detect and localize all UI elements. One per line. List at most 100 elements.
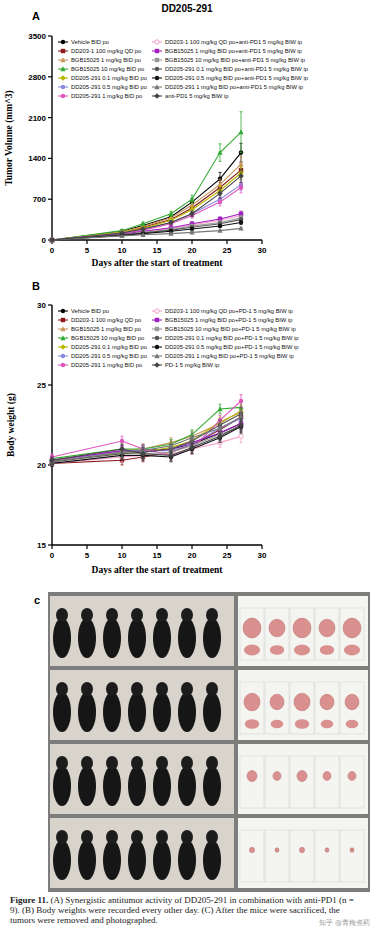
panel-label: B bbox=[32, 280, 40, 292]
series-line bbox=[52, 417, 241, 463]
mouse-body bbox=[128, 692, 146, 732]
marker bbox=[218, 224, 222, 228]
legend-label: BGB15025 1 mg/kg BID po bbox=[71, 326, 141, 332]
tumor bbox=[245, 719, 259, 729]
error-line bbox=[122, 455, 123, 465]
error-cap bbox=[219, 185, 222, 186]
error-bar bbox=[219, 415, 222, 425]
marker bbox=[239, 185, 243, 189]
marker bbox=[140, 226, 146, 232]
photo bbox=[48, 592, 370, 892]
error-cap bbox=[142, 460, 145, 461]
marker bbox=[217, 406, 222, 411]
marker bbox=[49, 237, 55, 243]
marker bbox=[155, 345, 159, 349]
marker bbox=[189, 445, 195, 451]
board-grid bbox=[290, 756, 314, 808]
x-tick bbox=[156, 240, 157, 244]
error-cap bbox=[219, 404, 222, 405]
tumor bbox=[300, 847, 305, 853]
board-grid bbox=[315, 830, 339, 882]
error-cap bbox=[51, 463, 54, 464]
error-cap bbox=[170, 450, 173, 451]
error-bar bbox=[121, 455, 124, 465]
mouse-head bbox=[181, 756, 193, 770]
error-cap bbox=[219, 188, 222, 189]
mouse-head bbox=[56, 756, 68, 770]
mouse-body bbox=[53, 692, 71, 732]
error-cap bbox=[51, 463, 54, 464]
marker bbox=[61, 318, 65, 322]
board-grid bbox=[265, 830, 289, 882]
tumor bbox=[294, 645, 310, 656]
error-cap bbox=[191, 453, 194, 454]
x-tick bbox=[191, 240, 192, 244]
mouse-head bbox=[156, 830, 168, 844]
marker bbox=[140, 221, 145, 226]
y-tick-label: 0 bbox=[42, 236, 47, 245]
marker bbox=[168, 231, 173, 236]
x-tick-label: 30 bbox=[258, 246, 267, 255]
y-axis bbox=[51, 305, 52, 545]
error-cap bbox=[219, 423, 222, 424]
legend: Vehicle BID poDD203-1 100 mg/kg QD poBGB… bbox=[58, 39, 308, 99]
error-cap bbox=[51, 465, 54, 466]
error-cap bbox=[51, 463, 54, 464]
panel-label: c bbox=[34, 594, 40, 606]
error-cap bbox=[142, 445, 145, 446]
tumor bbox=[319, 619, 335, 637]
photo-paper bbox=[50, 670, 234, 740]
error-cap bbox=[219, 420, 222, 421]
x-tick bbox=[51, 545, 52, 549]
board-grid bbox=[240, 756, 264, 808]
photo-paper bbox=[50, 744, 234, 814]
y-tick bbox=[48, 76, 52, 77]
tumor bbox=[344, 645, 360, 656]
marker bbox=[155, 336, 159, 340]
error-cap bbox=[170, 450, 173, 451]
y-tick bbox=[48, 199, 52, 200]
legend-label: Vehicle BID po bbox=[71, 39, 109, 45]
legend-label: DD205-291 0.5 mg/kg BID po+anti-PD1 5 mg… bbox=[165, 75, 308, 81]
legend-label: DD205-291 1 mg/kg BID po bbox=[71, 93, 142, 99]
legend-label: BGB15025 10 mg/kg BID po+anti-PD1 5 mg/k… bbox=[165, 57, 305, 63]
marker bbox=[168, 211, 173, 216]
error-cap bbox=[219, 161, 222, 162]
error-cap bbox=[142, 461, 145, 462]
legend-label: DD203-1 100 mg/kg QD po+PD-1 5 mg/kg BIW… bbox=[165, 308, 293, 314]
mouse-body bbox=[103, 840, 121, 880]
error-cap bbox=[191, 433, 194, 434]
x-tick-label: 30 bbox=[258, 551, 267, 560]
error-cap bbox=[240, 418, 243, 419]
board-grid bbox=[315, 756, 339, 808]
x-tick-label: 25 bbox=[223, 246, 232, 255]
error-cap bbox=[170, 439, 173, 440]
error-bar bbox=[240, 430, 243, 443]
board bbox=[238, 818, 368, 888]
error-cap bbox=[170, 461, 173, 462]
x-tick bbox=[86, 545, 87, 549]
mouse-head bbox=[81, 682, 93, 696]
mouse-head bbox=[56, 682, 68, 696]
mouse-body bbox=[178, 840, 196, 880]
mouse-body bbox=[103, 692, 121, 732]
error-cap bbox=[142, 445, 145, 446]
marker bbox=[155, 58, 159, 62]
error-cap bbox=[142, 444, 145, 445]
marker bbox=[168, 220, 174, 226]
mouse-head bbox=[156, 756, 168, 770]
error-cap bbox=[170, 460, 173, 461]
mouse-head bbox=[181, 682, 193, 696]
tumor bbox=[295, 719, 309, 729]
error-cap bbox=[121, 460, 124, 461]
marker bbox=[50, 238, 54, 242]
marker bbox=[140, 451, 146, 457]
board-grid bbox=[265, 756, 289, 808]
legend-label: DD205-291 0.1 mg/kg BID po bbox=[71, 75, 147, 81]
marker bbox=[140, 232, 145, 237]
error-cap bbox=[170, 216, 173, 217]
series-line bbox=[52, 425, 241, 460]
marker bbox=[239, 434, 243, 438]
board-grid bbox=[340, 756, 364, 808]
mouse-head bbox=[206, 682, 218, 696]
